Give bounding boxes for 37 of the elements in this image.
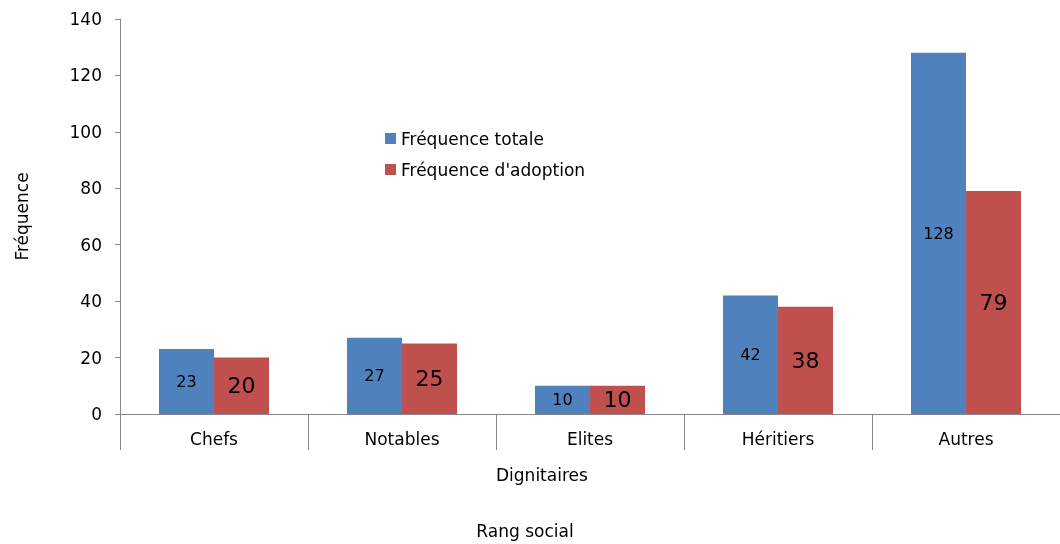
- data-label: 20: [227, 373, 256, 399]
- bar: [911, 52, 966, 414]
- y-tick-label: 20: [80, 347, 102, 368]
- y-tick-label: 40: [80, 291, 102, 312]
- data-label: 10: [552, 390, 573, 410]
- text: Dignitaires: [496, 464, 588, 485]
- y-tick-label: 120: [69, 65, 102, 86]
- data-label: 23: [176, 372, 197, 392]
- x-tick-label: Elites: [566, 428, 614, 449]
- x-tick-label: Notables: [364, 428, 440, 449]
- bar: [402, 343, 457, 414]
- bar: [159, 349, 214, 414]
- data-label: 38: [791, 347, 820, 373]
- y-tick-label: 100: [69, 121, 102, 142]
- bar: [966, 191, 1021, 414]
- bar: [535, 385, 590, 414]
- y-tick-label: 0: [91, 404, 102, 424]
- legend-label: Fréquence totale: [401, 128, 544, 149]
- y-tick-label: 60: [80, 234, 102, 255]
- y-axis-title: Fréquence: [11, 172, 32, 261]
- bar: [723, 295, 778, 414]
- x-axis-title: Rang social: [476, 520, 574, 541]
- data-label: 27: [364, 366, 385, 386]
- x-tick-label: Héritiers: [741, 428, 815, 449]
- legend-label: Fréquence d'adoption: [401, 159, 586, 180]
- bar: [347, 337, 402, 414]
- data-label: 42: [740, 345, 761, 365]
- data-label: 79: [979, 290, 1008, 316]
- x-tick-label: Chefs: [190, 428, 239, 449]
- x-tick-label: Autres: [938, 428, 994, 449]
- y-tick-label: 140: [69, 9, 102, 29]
- data-label: 10: [603, 387, 632, 413]
- data-label: 128: [923, 223, 954, 243]
- y-tick-label: 80: [80, 178, 102, 199]
- bar: [214, 357, 269, 414]
- data-label: 25: [415, 366, 444, 392]
- bar: [778, 306, 833, 414]
